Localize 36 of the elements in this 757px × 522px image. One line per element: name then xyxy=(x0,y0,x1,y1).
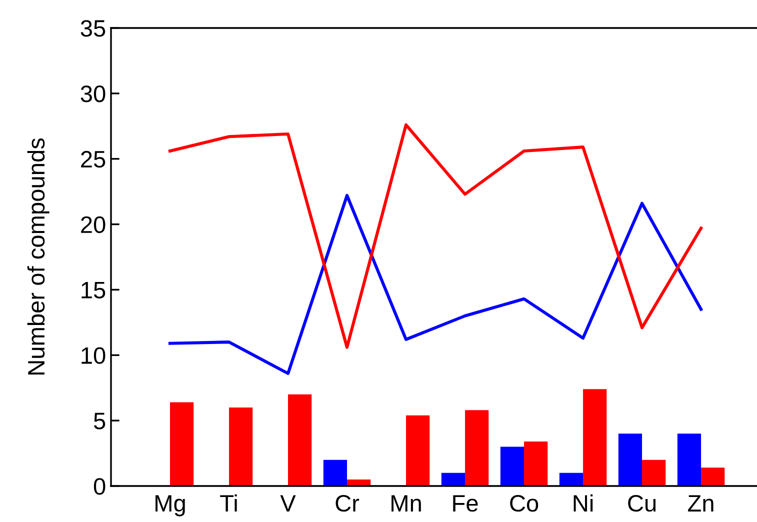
bar xyxy=(441,472,466,486)
y-tick-label: 30 xyxy=(80,85,106,102)
line-series xyxy=(168,194,703,375)
x-tick-label: Mn xyxy=(392,495,421,512)
x-tick-label: Zn xyxy=(688,495,714,512)
bar xyxy=(559,472,584,486)
bar xyxy=(701,468,725,486)
bar xyxy=(323,460,348,486)
bar xyxy=(583,389,607,486)
y-tick-label: 5 xyxy=(94,412,106,430)
y-tick-label: 0 xyxy=(94,478,106,495)
x-tick-label: Ni xyxy=(574,494,593,512)
bar xyxy=(406,415,430,486)
x-tick-label: V xyxy=(280,495,296,512)
x-tick-label: Fe xyxy=(453,495,478,512)
bar xyxy=(642,460,666,486)
bar xyxy=(229,407,253,486)
bar xyxy=(618,434,642,486)
y-tick-label: 15 xyxy=(82,282,106,298)
y-tick-label: 25 xyxy=(81,150,106,168)
y-tick-label: 10 xyxy=(82,347,106,364)
y-tick-label: 20 xyxy=(81,216,106,234)
bar xyxy=(500,446,524,486)
line-series xyxy=(168,123,703,349)
bar xyxy=(465,410,489,486)
bar xyxy=(288,394,312,486)
x-tick-label: Cu xyxy=(628,494,656,512)
x-tick-label: Mg xyxy=(156,495,185,516)
y-axis-title: Number of compounds xyxy=(27,138,50,374)
bar xyxy=(524,442,548,486)
bar xyxy=(677,434,702,486)
x-tick-label: Ti xyxy=(220,494,237,512)
x-tick-label: Co xyxy=(510,494,538,512)
y-tick-label: 35 xyxy=(80,20,106,37)
x-tick-label: Cr xyxy=(336,494,360,512)
bar xyxy=(170,402,194,486)
